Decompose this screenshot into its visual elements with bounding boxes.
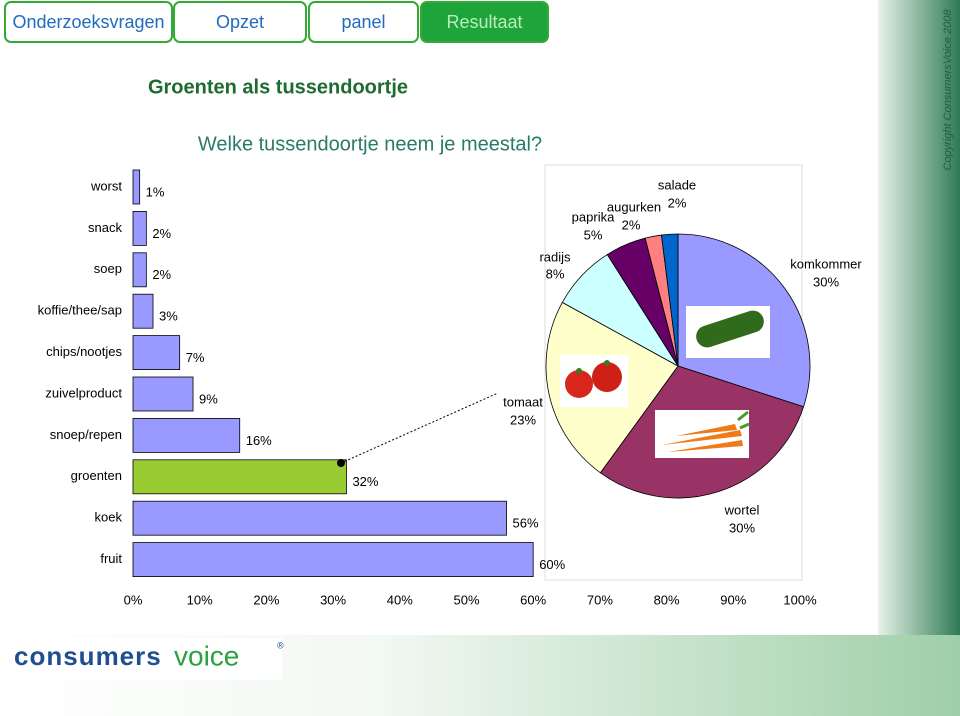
x-tick-label: 60% [520, 592, 546, 607]
tab[interactable] [308, 1, 419, 43]
bar [132, 210, 147, 246]
value-label: 3% [159, 309, 178, 324]
tab[interactable] [173, 1, 307, 43]
x-tick-label: 50% [453, 592, 479, 607]
slice-value: 23% [510, 412, 536, 427]
bar [132, 417, 241, 453]
tab-label[interactable]: panel [341, 12, 385, 32]
tab[interactable] [420, 1, 549, 43]
callout-line [340, 392, 499, 464]
value-label: 60% [539, 557, 565, 572]
value-label: 9% [199, 391, 218, 406]
slice-name: radijs [539, 249, 571, 264]
logo-word1: consumers [14, 641, 162, 671]
tab[interactable] [4, 1, 173, 43]
cucumber-picture [686, 306, 770, 358]
logo-bg [0, 638, 282, 680]
x-tick-label: 20% [253, 592, 279, 607]
category-label: snoep/repen [50, 427, 122, 442]
tomato-picture [560, 355, 628, 407]
x-tick-label: 70% [587, 592, 613, 607]
bar [132, 500, 507, 536]
category-label: koffie/thee/sap [38, 303, 122, 318]
category-label: soep [94, 261, 122, 276]
value-label: 1% [146, 184, 165, 199]
bar [132, 542, 534, 577]
pie-slice [661, 233, 679, 367]
bar [132, 293, 154, 329]
slice-value: 30% [813, 274, 839, 289]
logo-mark: ® [277, 640, 284, 650]
slice-name: tomaat [503, 394, 543, 409]
x-tick-label: 90% [720, 592, 746, 607]
logo-word2: voice [174, 640, 239, 671]
carrot-picture [655, 410, 750, 458]
slice-value: 2% [622, 217, 641, 232]
slice-name: wortel [724, 502, 760, 517]
category-label: snack [88, 220, 122, 235]
slice-value: 30% [729, 520, 755, 535]
tab-label[interactable]: Onderzoeksvragen [12, 12, 164, 32]
slice-value: 8% [546, 266, 565, 281]
x-tick-label: 100% [783, 592, 817, 607]
slice-name: komkommer [790, 256, 862, 271]
x-tick-label: 10% [187, 592, 213, 607]
category-label: chips/nootjes [46, 344, 122, 359]
side-band [878, 0, 960, 635]
value-label: 32% [352, 474, 378, 489]
category-label: zuivelproduct [45, 385, 122, 400]
category-label: groenten [71, 468, 122, 483]
tab-label[interactable]: Opzet [216, 12, 264, 32]
title: Groenten als tussendoortje [148, 76, 408, 98]
bar [132, 459, 347, 495]
x-tick-label: 40% [387, 592, 413, 607]
value-label: 16% [246, 433, 272, 448]
slice-value: 2% [668, 195, 687, 210]
slice-name: salade [658, 177, 696, 192]
value-label: 2% [152, 226, 171, 241]
value-label: 2% [152, 267, 171, 282]
bar [132, 169, 141, 205]
bar [132, 335, 181, 371]
slice-name: augurken [607, 199, 661, 214]
bar [132, 376, 194, 412]
slice-name: paprika [572, 209, 615, 224]
value-label: 56% [513, 516, 539, 531]
category-label: fruit [100, 551, 122, 566]
subtitle: Welke tussendoortje neem je meestal? [198, 133, 542, 155]
value-label: 7% [186, 350, 205, 365]
slice-value: 5% [584, 227, 603, 242]
copyright: Copyright ConsumersVoice 2008 [942, 9, 954, 171]
callout-dot [337, 459, 345, 467]
bar [132, 252, 147, 288]
category-label: koek [95, 510, 123, 525]
x-tick-label: 30% [320, 592, 346, 607]
category-label: worst [90, 178, 122, 193]
x-tick-label: 0% [124, 592, 143, 607]
tab-label[interactable]: Resultaat [446, 12, 522, 32]
x-tick-label: 80% [654, 592, 680, 607]
